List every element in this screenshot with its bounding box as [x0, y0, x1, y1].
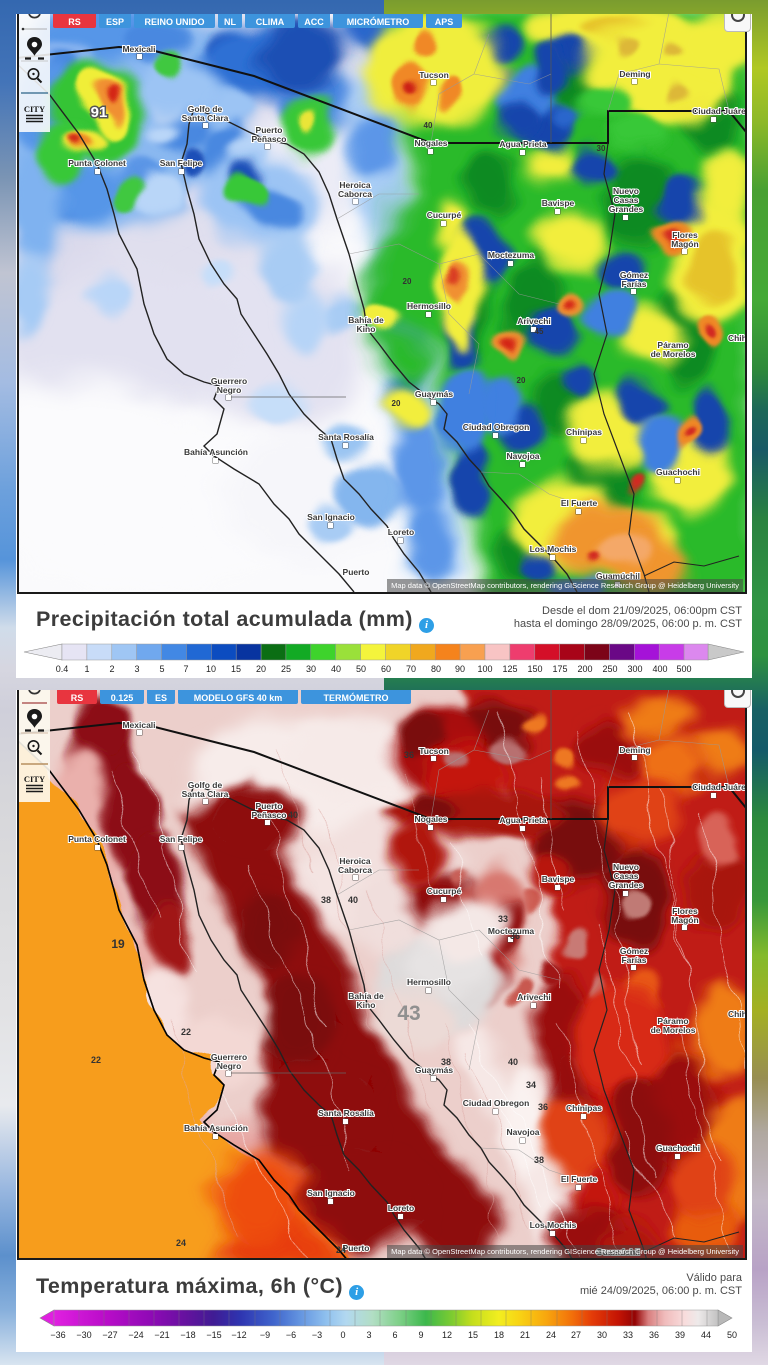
- svg-text:40: 40: [288, 810, 298, 820]
- svg-text:500: 500: [676, 664, 691, 674]
- svg-text:5: 5: [159, 664, 164, 674]
- svg-text:−30: −30: [76, 1330, 91, 1340]
- svg-text:24: 24: [546, 1330, 556, 1340]
- svg-text:91: 91: [91, 104, 108, 121]
- svg-text:27: 27: [571, 1330, 581, 1340]
- svg-text:30: 30: [597, 144, 606, 153]
- svg-text:12: 12: [442, 1330, 452, 1340]
- svg-text:36: 36: [649, 1330, 659, 1340]
- svg-text:20: 20: [517, 376, 526, 385]
- svg-text:20: 20: [403, 277, 412, 286]
- svg-text:60: 60: [381, 664, 391, 674]
- svg-text:15: 15: [468, 1330, 478, 1340]
- svg-text:250: 250: [602, 664, 617, 674]
- svg-text:30: 30: [306, 664, 316, 674]
- svg-text:50: 50: [356, 664, 366, 674]
- svg-text:100: 100: [477, 664, 492, 674]
- svg-text:−24: −24: [128, 1330, 143, 1340]
- svg-text:50: 50: [727, 1330, 737, 1340]
- svg-text:2: 2: [109, 664, 114, 674]
- svg-text:15: 15: [231, 664, 241, 674]
- svg-text:7: 7: [183, 664, 188, 674]
- svg-text:33: 33: [498, 914, 508, 924]
- svg-text:39: 39: [675, 1330, 685, 1340]
- svg-text:22: 22: [91, 1055, 101, 1065]
- svg-text:90: 90: [455, 664, 465, 674]
- svg-text:−21: −21: [154, 1330, 169, 1340]
- svg-text:−18: −18: [180, 1330, 195, 1340]
- svg-text:3: 3: [366, 1330, 371, 1340]
- svg-text:80: 80: [431, 664, 441, 674]
- svg-text:−9: −9: [260, 1330, 270, 1340]
- svg-text:24: 24: [336, 1245, 346, 1255]
- svg-text:200: 200: [577, 664, 592, 674]
- svg-text:21: 21: [520, 1330, 530, 1340]
- svg-text:36: 36: [404, 750, 414, 760]
- svg-text:34: 34: [526, 1080, 536, 1090]
- svg-text:33: 33: [623, 1330, 633, 1340]
- svg-text:−6: −6: [286, 1330, 296, 1340]
- svg-text:6: 6: [392, 1330, 397, 1340]
- svg-text:25: 25: [281, 664, 291, 674]
- svg-text:40: 40: [424, 121, 433, 130]
- svg-text:38: 38: [321, 895, 331, 905]
- svg-text:70: 70: [406, 664, 416, 674]
- svg-text:22: 22: [181, 1027, 191, 1037]
- svg-text:1: 1: [84, 664, 89, 674]
- svg-text:−3: −3: [312, 1330, 322, 1340]
- svg-text:−15: −15: [206, 1330, 221, 1340]
- svg-text:175: 175: [552, 664, 567, 674]
- svg-text:0: 0: [340, 1330, 345, 1340]
- svg-text:150: 150: [527, 664, 542, 674]
- svg-text:38: 38: [534, 1155, 544, 1165]
- svg-text:−27: −27: [102, 1330, 117, 1340]
- svg-text:20: 20: [256, 664, 266, 674]
- svg-text:40: 40: [331, 664, 341, 674]
- svg-text:9: 9: [418, 1330, 423, 1340]
- svg-text:0.4: 0.4: [56, 664, 69, 674]
- svg-text:44: 44: [701, 1330, 711, 1340]
- svg-text:18: 18: [494, 1330, 504, 1340]
- svg-text:36: 36: [538, 1102, 548, 1112]
- svg-text:−12: −12: [231, 1330, 246, 1340]
- svg-text:43: 43: [397, 1002, 420, 1025]
- svg-text:40: 40: [508, 1057, 518, 1067]
- svg-text:−36: −36: [50, 1330, 65, 1340]
- svg-text:300: 300: [627, 664, 642, 674]
- svg-text:45: 45: [535, 327, 544, 336]
- svg-text:400: 400: [652, 664, 667, 674]
- svg-text:CITY: CITY: [24, 104, 45, 114]
- svg-text:40: 40: [348, 895, 358, 905]
- svg-text:30: 30: [597, 1330, 607, 1340]
- svg-text:20: 20: [392, 399, 401, 408]
- svg-text:19: 19: [111, 937, 125, 951]
- svg-text:CITY: CITY: [24, 774, 45, 784]
- svg-text:38: 38: [441, 1057, 451, 1067]
- svg-text:3: 3: [134, 664, 139, 674]
- svg-text:36: 36: [510, 931, 520, 941]
- svg-text:24: 24: [176, 1238, 186, 1248]
- svg-text:125: 125: [502, 664, 517, 674]
- svg-text:10: 10: [206, 664, 216, 674]
